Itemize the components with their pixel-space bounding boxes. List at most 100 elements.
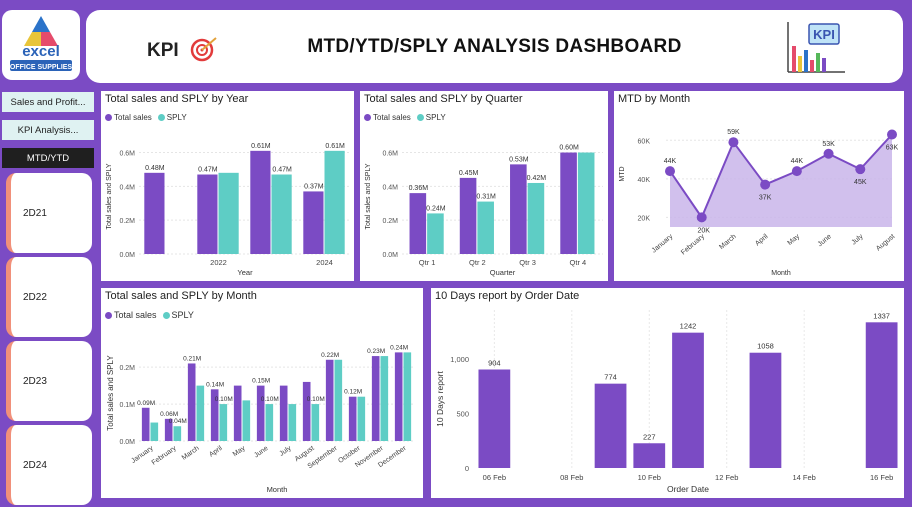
bar-sply	[380, 356, 389, 441]
data-label: 0.48M	[145, 165, 165, 172]
mtd-ytd-button[interactable]: MTD/YTD	[2, 148, 94, 168]
x-tick-label: 12 Feb	[715, 473, 738, 482]
bar-sply	[242, 400, 251, 441]
data-label: 0.24M	[426, 205, 446, 212]
chart-legend: Total sales SPLY	[105, 310, 194, 320]
bar-10-days	[633, 443, 666, 468]
y-axis-label: Total sales and SPLY	[106, 355, 115, 431]
bar-10-days	[478, 369, 511, 468]
chart-plot: 0.0M 0.2M 0.4M 0.6M 0.48M 0.47M 2022 0.61M 0.47M…	[106, 143, 351, 277]
chart-plot: 0.0M0.1M0.2M0.09MJanuary0.06M0.04MFebrua…	[106, 344, 415, 494]
chart-legend: Total sales SPLY	[105, 113, 187, 122]
data-label: 0.10M	[261, 396, 279, 403]
data-point	[760, 179, 771, 190]
x-tick-label: February	[680, 233, 706, 257]
x-axis-label: Month	[267, 485, 288, 494]
bar-sply	[427, 213, 444, 254]
data-label: 37K	[759, 195, 772, 202]
year-label: 2D21	[23, 207, 47, 219]
kpi-analysis-button[interactable]: KPI Analysis...	[2, 120, 94, 140]
svg-text:KPI: KPI	[813, 27, 835, 42]
y-axis-label: Total sales and SPLY	[365, 163, 372, 229]
chart-legend: Total sales SPLY	[364, 113, 446, 122]
data-label: 0.04M	[169, 418, 187, 425]
legend-total-sales: Total sales	[114, 310, 157, 320]
y-tick-label: 40K	[638, 177, 651, 184]
header-bar: KPI MTD/YTD/SPLY ANALYSIS DASHBOARD KPI	[86, 10, 903, 83]
year-option-2021[interactable]: 2D21	[6, 173, 92, 253]
y-tick-label: 20K	[638, 215, 651, 222]
y-tick-label: 0.0M	[119, 252, 135, 259]
data-point	[887, 129, 897, 140]
bar-total-sales	[164, 418, 173, 441]
y-tick-label: 0.2M	[382, 218, 398, 225]
chart-plot: 0 500 1,000 06 Feb 904 08 Feb 774 10 Feb 227 1242…	[435, 310, 898, 494]
bar-sply	[196, 385, 205, 441]
bar-total-sales	[233, 385, 242, 441]
year-option-2024[interactable]: 2D24	[6, 425, 92, 505]
bar-10-days	[672, 332, 704, 468]
kpi-logo-text: KPI	[147, 40, 179, 61]
x-tick-label: 2022	[210, 258, 227, 267]
bar-total-sales	[459, 177, 477, 254]
x-tick-label: Qtr 4	[570, 258, 587, 267]
data-label: 0.22M	[321, 352, 339, 359]
y-axis-label: Total sales and SPLY	[106, 163, 113, 229]
y-tick-label: 0.0M	[119, 439, 135, 446]
data-point	[855, 164, 866, 175]
data-label: 44K	[664, 158, 677, 165]
logo-subtext: OFFICE SUPPLIES	[10, 64, 73, 71]
bar-sply	[265, 404, 274, 441]
bar-total-sales	[144, 172, 165, 254]
data-label: 0.53M	[509, 156, 529, 163]
bar-10-days	[865, 322, 898, 468]
data-point	[665, 166, 675, 177]
y-tick-label: 60K	[638, 138, 651, 145]
chart-title: Total sales and SPLY by Month	[105, 290, 257, 302]
data-label: 0.61M	[325, 143, 345, 150]
sales-profit-button[interactable]: Sales and Profit...	[2, 92, 94, 112]
data-label: 0.45M	[459, 170, 479, 177]
x-tick-label: July	[278, 445, 293, 458]
x-tick-label: 2024	[316, 258, 333, 267]
bar-sply	[218, 172, 239, 254]
legend-sply: SPLY	[171, 310, 194, 320]
year-option-2023[interactable]: 2D23	[6, 341, 92, 421]
data-label: 0.47M	[198, 167, 218, 174]
y-tick-label: 0.4M	[119, 184, 135, 191]
x-tick-label: August	[875, 233, 896, 252]
x-tick-label: July	[851, 233, 865, 247]
bar-10-days	[749, 352, 782, 468]
data-label: 0.12M	[344, 389, 362, 396]
data-label: 1242	[680, 322, 697, 331]
y-tick-label: 500	[456, 410, 469, 419]
target-icon	[190, 37, 217, 62]
y-axis-label: 10 Days report	[435, 370, 445, 426]
data-label: 0.10M	[307, 396, 325, 403]
kpi-chart-icon: KPI	[787, 22, 845, 73]
x-tick-label: 14 Feb	[793, 473, 816, 482]
bar-sply	[150, 422, 159, 441]
year-label: 2D23	[23, 375, 47, 387]
chart-title: Total sales and SPLY by Year	[105, 93, 249, 105]
bar-total-sales	[560, 152, 577, 254]
bar-sply	[334, 359, 343, 441]
bar-total-sales	[187, 363, 196, 441]
y-tick-label: 1,000	[450, 355, 469, 364]
x-axis-label: Quarter	[490, 268, 516, 277]
data-label: 0.23M	[367, 348, 385, 355]
bar-sply	[271, 174, 292, 254]
chart-sales-by-quarter: Total sales and SPLY by Quarter Total sa…	[360, 91, 608, 281]
bar-total-sales	[510, 164, 527, 254]
data-point	[696, 212, 707, 223]
chart-10-days-report: 10 Days report by Order Date 0 500 1,000 06…	[431, 288, 904, 498]
y-tick-label: 0.2M	[119, 365, 135, 372]
x-tick-label: May	[787, 233, 802, 247]
x-tick-label: 16 Feb	[870, 473, 893, 482]
y-tick-label: 0.0M	[382, 252, 398, 259]
year-label: 2D22	[23, 291, 47, 303]
x-tick-label: March	[718, 233, 737, 251]
year-option-2022[interactable]: 2D22	[6, 257, 92, 337]
legend-total-sales: Total sales	[114, 113, 152, 122]
data-point	[791, 166, 802, 177]
